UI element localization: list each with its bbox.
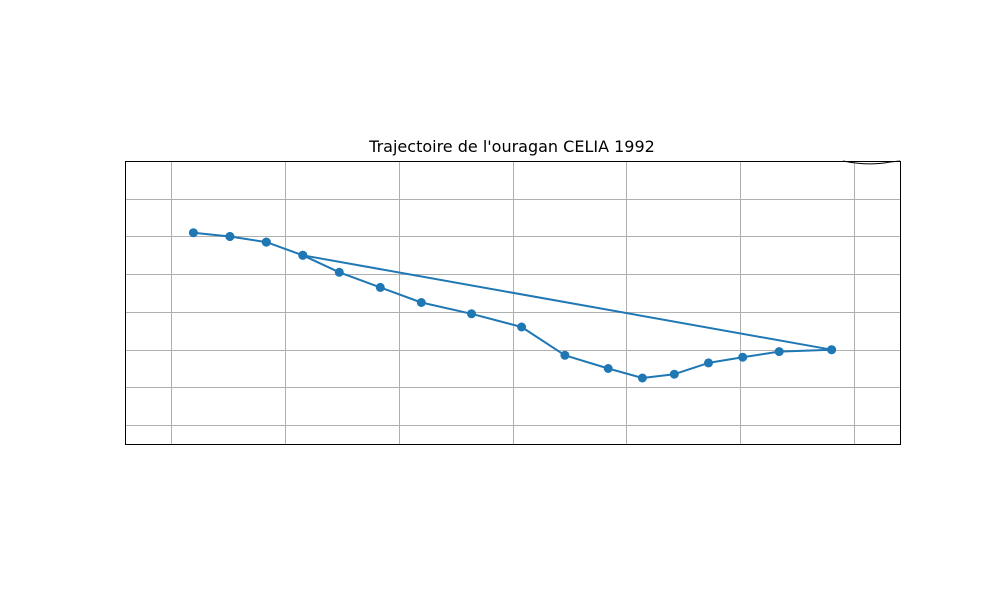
track-point [517,322,527,332]
track-point [774,347,784,357]
track-point [560,350,570,360]
track-point [298,250,308,260]
track-point [704,358,713,368]
track-point [261,237,271,247]
series-layer [188,228,837,383]
track-point [738,352,748,362]
grid-layer [125,161,900,444]
track-point [416,298,426,307]
track-point [827,345,837,355]
track-point [637,373,647,383]
track-point [467,309,476,319]
track-point [669,369,679,379]
plot-frame [125,161,901,445]
track-line [192,231,832,379]
chart-title: Trajectoire de l'ouragan CELIA 1992 [368,137,655,156]
track-point [334,267,344,277]
track-point [188,228,198,238]
track-point [225,232,235,241]
track-point [603,364,613,373]
track-point [375,282,385,292]
